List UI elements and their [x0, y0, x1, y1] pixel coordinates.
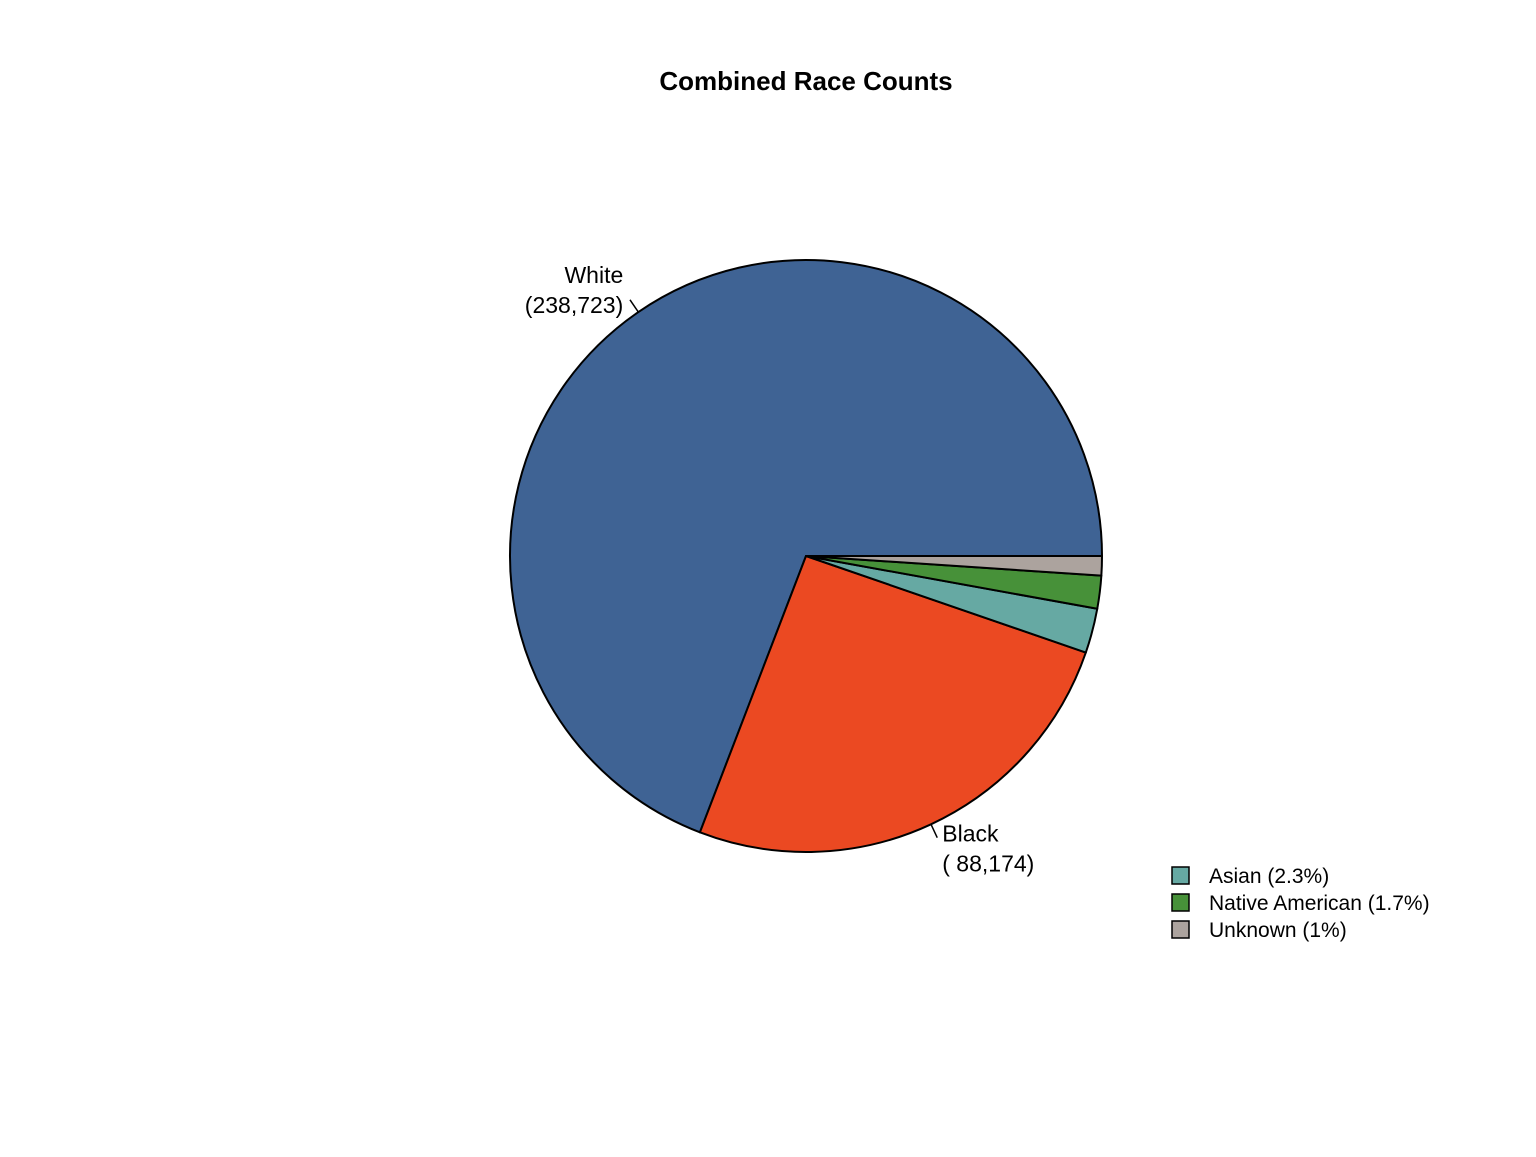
legend: Asian (2.3%) Native American (1.7%) Unknow…	[1171, 865, 1430, 942]
legend-swatch-native-american-1-7	[1171, 893, 1190, 912]
legend-swatch-unknown-1	[1171, 920, 1190, 939]
pie-slice-white	[509, 259, 1103, 834]
legend-label-asian-2-3: Asian (2.3%)	[1209, 865, 1329, 888]
labels-layer: White (238,723) Black ( 88,174)	[525, 262, 1035, 876]
slice-label-black-line-1: Black	[942, 820, 999, 846]
label-tick-white	[629, 299, 639, 313]
label-tick-black	[930, 823, 938, 839]
pie-slice-black	[698, 555, 1087, 853]
legend-label-unknown-1: Unknown (1%)	[1209, 919, 1347, 942]
chart-title: Combined Race Counts	[659, 66, 952, 96]
slice-label-white-line-2: (238,723)	[525, 292, 623, 318]
slice-label-black-line-2: ( 88,174)	[942, 850, 1034, 876]
pie-slice-unknown	[805, 555, 1104, 577]
slices-layer	[509, 259, 1104, 853]
legend-label-native-american-1-7: Native American (1.7%)	[1209, 892, 1430, 915]
slice-label-white-line-1: White	[564, 262, 623, 288]
legend-swatch-asian-2-3	[1171, 866, 1190, 885]
